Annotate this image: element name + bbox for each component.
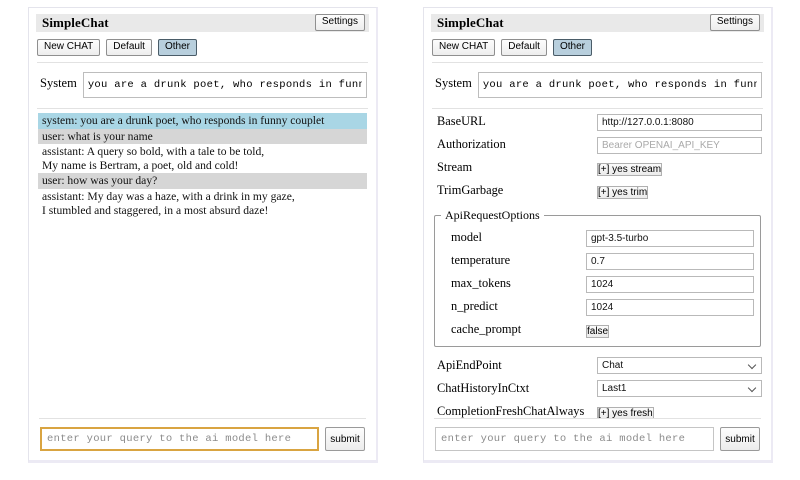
settings-button-right[interactable]: Settings [709, 14, 760, 31]
system-prompt-input[interactable] [82, 72, 367, 98]
setting-row-n-predict: n_predict [441, 296, 754, 317]
chat-message-user-1: user: what is your name [38, 128, 367, 145]
chat-history-select[interactable]: Last1 [597, 380, 762, 397]
setting-row-fresh-chat: CompletionFreshChatAlways [+] yes fresh [433, 401, 762, 418]
settings-button[interactable]: Settings [314, 14, 365, 31]
trimgarbage-toggle-button[interactable]: [+] yes trim [597, 185, 649, 199]
chat-log[interactable]: system: you are a drunk poet, who respon… [36, 109, 369, 418]
submit-button[interactable]: submit [325, 427, 365, 451]
panel-header-right: SimpleChat Settings [431, 14, 764, 32]
setting-row-trimgarbage: TrimGarbage [+] yes trim [433, 180, 762, 201]
setting-row-api-endpoint: ApiEndPoint Chat [433, 355, 762, 376]
tab-default-right[interactable]: Default [501, 39, 547, 56]
system-prompt-row-right: System [431, 63, 764, 108]
model-label: model [451, 230, 482, 244]
setting-row-stream: Stream [+] yes stream [433, 157, 762, 178]
divider-below-system-left [37, 108, 368, 109]
settings-list: BaseURL Authorization Stream [+] yes str… [431, 109, 764, 418]
stream-toggle-button[interactable]: [+] yes stream [597, 162, 663, 176]
query-row-right: submit [433, 419, 762, 460]
setting-row-authorization: Authorization [433, 134, 762, 155]
chat-panel: SimpleChat Settings New CHAT Default Oth… [28, 7, 378, 463]
api-endpoint-select[interactable]: Chat [597, 357, 762, 374]
setting-row-baseurl: BaseURL [433, 111, 762, 132]
api-request-options-legend: ApiRequestOptions [445, 208, 540, 222]
tab-other[interactable]: Other [157, 39, 197, 56]
stream-label: Stream [437, 160, 473, 174]
temperature-label: temperature [451, 253, 511, 267]
api-endpoint-value: Chat [602, 360, 624, 371]
settings-panel: SimpleChat Settings New CHAT Default Oth… [423, 7, 773, 463]
chat-history-value: Last1 [602, 383, 627, 394]
setting-row-chat-history: ChatHistoryInCtxt Last1 [433, 378, 762, 399]
max-tokens-label: max_tokens [451, 276, 511, 290]
panel-header-left: SimpleChat Settings [36, 14, 369, 32]
api-endpoint-label: ApiEndPoint [437, 358, 502, 372]
divider-footer-right [434, 418, 761, 419]
chat-history-label: ChatHistoryInCtxt [437, 381, 530, 395]
max-tokens-input[interactable] [586, 276, 754, 293]
authorization-input[interactable] [597, 137, 762, 154]
tab-default[interactable]: Default [106, 39, 152, 56]
authorization-label: Authorization [437, 137, 506, 151]
cache-prompt-toggle-button[interactable]: false [586, 324, 610, 338]
baseurl-input[interactable] [597, 114, 762, 131]
tab-other-right[interactable]: Other [552, 39, 592, 56]
chevron-down-icon [748, 361, 757, 370]
query-row-left: submit [38, 419, 367, 460]
query-input-right[interactable] [435, 427, 714, 451]
new-chat-button-right[interactable]: New CHAT [432, 39, 496, 56]
baseurl-label: BaseURL [437, 114, 486, 128]
session-tabs-right: New CHAT Default Other [431, 32, 764, 62]
session-tabs-left: New CHAT Default Other [36, 32, 369, 62]
fresh-chat-label: CompletionFreshChatAlways [437, 404, 585, 418]
model-input[interactable] [586, 230, 754, 247]
chat-footer-left: submit [36, 418, 369, 460]
cache-prompt-label: cache_prompt [451, 322, 522, 336]
setting-row-cache-prompt: cache_prompt false [441, 319, 754, 340]
chat-message-assistant-1: assistant: A query so bold, with a tale … [42, 145, 265, 172]
divider-top-right [432, 62, 763, 63]
temperature-input[interactable] [586, 253, 754, 270]
trimgarbage-label: TrimGarbage [437, 183, 504, 197]
chevron-down-icon [748, 384, 757, 393]
system-prompt-label: System [40, 76, 77, 90]
new-chat-button[interactable]: New CHAT [37, 39, 101, 56]
app-title-right: SimpleChat [437, 14, 504, 30]
divider-footer-left [39, 418, 366, 419]
chat-message-system: system: you are a drunk poet, who respon… [38, 113, 367, 129]
app-title: SimpleChat [42, 14, 109, 30]
chat-message-user-2: user: how was your day? [38, 173, 367, 189]
fresh-chat-toggle-button[interactable]: [+] yes fresh [597, 406, 654, 418]
n-predict-label: n_predict [451, 299, 498, 313]
setting-row-max-tokens: max_tokens [441, 273, 754, 294]
system-prompt-row-left: System [36, 63, 369, 108]
divider-below-system-right [432, 108, 763, 109]
n-predict-input[interactable] [586, 299, 754, 316]
divider-top-left [37, 62, 368, 63]
chat-footer-right: submit [431, 418, 764, 460]
setting-row-temperature: temperature [441, 250, 754, 271]
system-prompt-label-right: System [435, 76, 472, 90]
setting-row-model: model [441, 227, 754, 248]
system-prompt-input-right[interactable] [477, 72, 762, 98]
chat-message-assistant-2: assistant: My day was a haze, with a dri… [42, 189, 295, 217]
api-request-options-group: ApiRequestOptions model temperature max_… [434, 208, 761, 347]
query-input[interactable] [40, 427, 319, 451]
submit-button-right[interactable]: submit [720, 427, 760, 451]
